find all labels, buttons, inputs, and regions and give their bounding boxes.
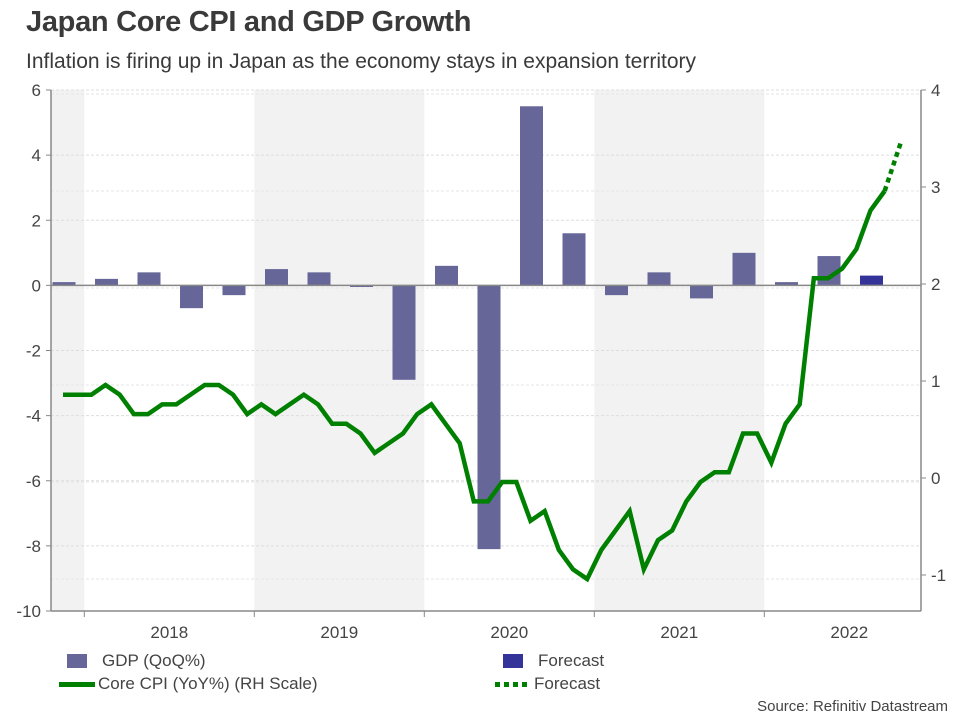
right-tick-label: 0 xyxy=(931,469,940,488)
left-tick-label: -2 xyxy=(26,342,41,361)
left-tick-label: -4 xyxy=(26,407,41,426)
legend-item-cpi: Core CPI (YoY%) (RH Scale) xyxy=(59,674,318,694)
gdp-bar xyxy=(180,285,203,309)
gdp-bar xyxy=(477,285,501,550)
right-tick-label: 2 xyxy=(931,275,940,294)
source-note: Source: Refinitiv Datastream xyxy=(757,698,948,715)
gdp-bar xyxy=(562,233,586,286)
left-tick-label: 0 xyxy=(32,276,41,295)
gdp-bar xyxy=(605,285,628,296)
gdp-bar xyxy=(732,252,756,286)
left-tick-label: 2 xyxy=(32,211,41,230)
chart-subtitle: Inflation is firing up in Japan as the e… xyxy=(26,50,697,73)
gdp-bar xyxy=(392,285,416,380)
right-tick-label: 1 xyxy=(931,372,940,391)
legend-item-gdp: GDP (QoQ%) xyxy=(67,651,206,671)
cpi-line xyxy=(63,189,887,583)
cpi-forecast-line xyxy=(882,141,903,192)
legend-item-gdp-forecast: Forecast xyxy=(503,651,604,671)
x-tick-label: 2018 xyxy=(150,623,188,642)
x-tick-label: 2020 xyxy=(490,623,528,642)
left-tick-label: -8 xyxy=(26,537,41,556)
legend-label-cpi: Core CPI (YoY%) (RH Scale) xyxy=(98,674,318,693)
gdp-bar xyxy=(775,282,798,286)
gdp-bar xyxy=(95,278,118,286)
legend-label-gdp: GDP (QoQ%) xyxy=(102,651,206,670)
gdp-bar xyxy=(222,285,246,296)
legend-swatch-gdp xyxy=(67,654,87,668)
gdp-bar xyxy=(137,272,161,286)
legend-swatch-gdp-forecast xyxy=(503,654,523,668)
legend-swatch-cpi xyxy=(59,681,95,687)
left-tick-label: -6 xyxy=(26,472,41,491)
chart-title: Japan Core CPI and GDP Growth xyxy=(26,6,472,38)
gdp-bar xyxy=(307,272,331,286)
x-tick-label: 2022 xyxy=(830,623,868,642)
gdp-bar xyxy=(520,106,543,286)
gdp-forecast-bar xyxy=(860,275,883,286)
right-tick-label: 4 xyxy=(931,81,940,100)
legend-item-cpi-forecast: Forecast xyxy=(495,674,601,694)
left-tick-label: 6 xyxy=(32,81,41,100)
gdp-bar xyxy=(350,285,373,288)
left-tick-label: -10 xyxy=(16,602,41,621)
gdp-bar xyxy=(647,272,671,286)
gdp-bar xyxy=(435,265,458,286)
left-tick-label: 4 xyxy=(32,146,41,165)
gdp-bar xyxy=(265,269,288,286)
gdp-bar xyxy=(52,282,76,286)
x-tick-label: 2021 xyxy=(660,623,698,642)
legend-label-cpi-forecast: Forecast xyxy=(534,674,601,693)
gdp-bar xyxy=(690,285,713,299)
right-tick-label: -1 xyxy=(931,566,946,585)
right-tick-label: 3 xyxy=(931,178,940,197)
legend-swatch-cpi-forecast xyxy=(495,681,531,687)
x-tick-label: 2019 xyxy=(320,623,358,642)
legend-label-gdp-forecast: Forecast xyxy=(538,651,605,670)
